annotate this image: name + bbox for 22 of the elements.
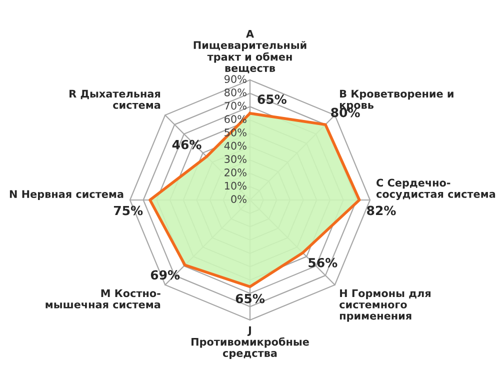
spoke-label: J Противомикробные средства [192,326,309,360]
data-label: 82% [367,206,396,216]
data-label: 69% [150,270,180,280]
y-tick-label: 10% [224,182,246,190]
y-tick-label: 80% [224,88,246,96]
data-label: 65% [236,294,265,304]
y-tick-label: 0% [231,195,246,204]
data-label: 56% [308,258,338,268]
spoke-label: C Сердечно- сосудистая система [376,178,496,200]
spoke-label: M Костно- мышечная система [46,289,160,308]
spoke-label: N Нервная система [10,190,124,200]
y-tick-label: 30% [224,155,246,164]
y-tick-label: 90% [224,75,246,84]
y-tick-label: 70% [224,102,246,110]
data-label: 65% [258,94,286,104]
spoke-label: R Дыхательная система [70,90,160,109]
data-label: 75% [114,206,143,216]
data-label: 46% [172,140,202,150]
y-tick-label: 40% [224,142,246,150]
spoke-label: A Пищеварительный тракт и обмен веществ [194,30,306,74]
spoke-label: H Гормоны для системного применения [340,289,430,322]
y-tick-label: 20% [224,168,246,176]
